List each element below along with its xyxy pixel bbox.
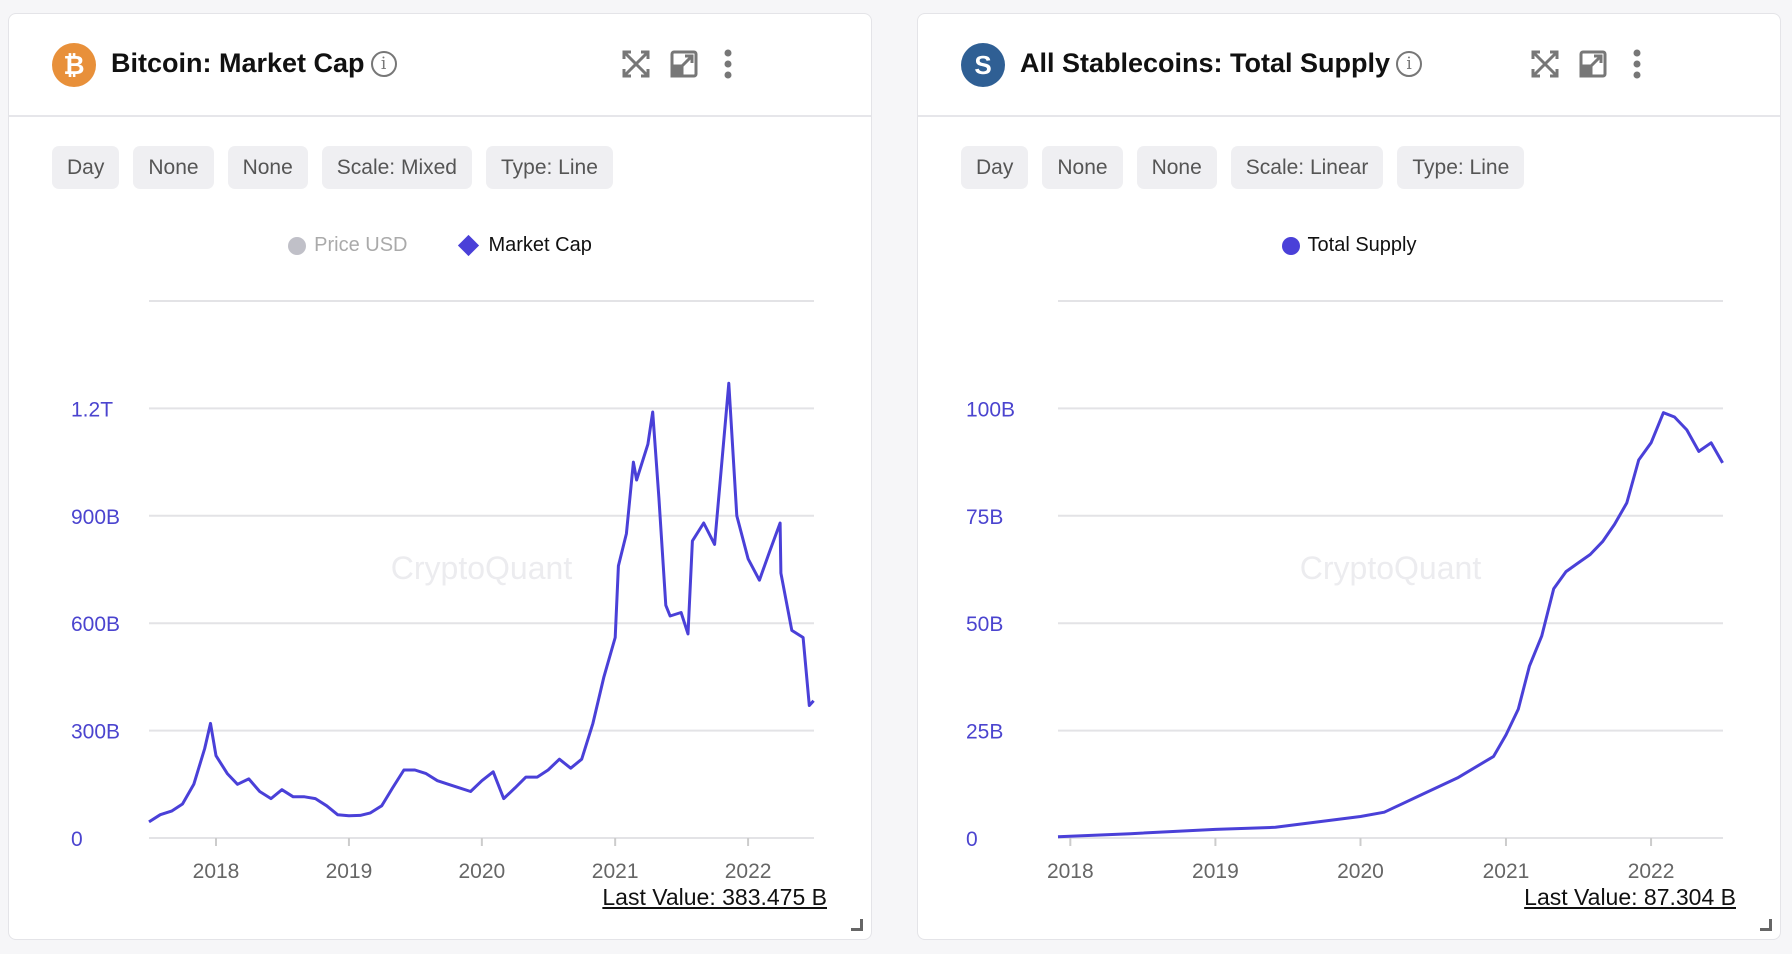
legend-item[interactable]: Total Supply bbox=[1281, 234, 1417, 257]
chart-options-bar: Day None None Scale: Mixed Type: Line bbox=[52, 146, 613, 189]
option-button[interactable]: None bbox=[1042, 146, 1123, 189]
x-tick-label: 2022 bbox=[725, 860, 772, 883]
option-button[interactable]: None bbox=[227, 146, 308, 189]
y-tick-label: 300B bbox=[71, 721, 120, 744]
x-tick-label: 2018 bbox=[193, 860, 240, 883]
panel-title-text: Bitcoin: Market Cap bbox=[111, 48, 365, 78]
info-icon[interactable]: i bbox=[1396, 51, 1423, 77]
option-button[interactable]: Day bbox=[961, 146, 1029, 189]
circle-marker-icon bbox=[1281, 236, 1300, 255]
y-tick-label: 0 bbox=[966, 828, 978, 851]
last-value-link[interactable]: Last Value: 87.304 B bbox=[1524, 884, 1736, 910]
fullscreen-icon[interactable] bbox=[619, 47, 653, 81]
x-tick-label: 2020 bbox=[459, 860, 506, 883]
chart-legend: Price USD Market Cap bbox=[9, 234, 871, 257]
more-options-icon[interactable] bbox=[711, 47, 745, 81]
y-tick-label: 50B bbox=[966, 613, 1003, 636]
chart: 0 25B 50B 75B 100B 2018 2019 2020 2021 2022 Crypto… bbox=[966, 300, 1724, 883]
coin-glyph: ₿ bbox=[63, 49, 85, 80]
y-tick-label: 0 bbox=[71, 828, 83, 851]
y-tick-label: 100B bbox=[966, 398, 1015, 421]
open-in-new-icon[interactable] bbox=[667, 47, 701, 81]
option-button[interactable]: None bbox=[1136, 146, 1217, 189]
x-tick-label: 2022 bbox=[1628, 860, 1675, 883]
y-tick-label: 600B bbox=[71, 613, 120, 636]
open-in-new-icon[interactable] bbox=[1576, 47, 1610, 81]
series-line bbox=[148, 381, 815, 824]
option-button[interactable]: None bbox=[133, 146, 214, 189]
y-tick-label: 1.2T bbox=[71, 398, 113, 421]
option-button[interactable]: Day bbox=[52, 146, 120, 189]
legend-item[interactable]: Price USD bbox=[288, 234, 407, 257]
x-tick-label: 2021 bbox=[592, 860, 639, 883]
x-tick-label: 2020 bbox=[1337, 860, 1384, 883]
watermark: CryptoQuant bbox=[391, 550, 573, 586]
chart: 0 300B 600B 900B 1.2T 2018 2019 2020 2021 2022 Cry… bbox=[71, 300, 815, 883]
option-button[interactable]: Scale: Linear bbox=[1230, 146, 1384, 189]
legend-label: Price USD bbox=[314, 234, 408, 256]
legend-item[interactable]: Market Cap bbox=[458, 234, 592, 257]
bitcoin-icon: ₿ bbox=[52, 43, 96, 87]
x-tick-label: 2018 bbox=[1047, 860, 1094, 883]
stablecoin-icon: S bbox=[961, 43, 1005, 87]
info-icon[interactable]: i bbox=[370, 51, 397, 77]
panel-title: Bitcoin: Market Cap i bbox=[111, 48, 397, 79]
y-tick-label: 75B bbox=[966, 506, 1003, 529]
chart-options-bar: Day None None Scale: Linear Type: Line bbox=[961, 146, 1525, 189]
option-button[interactable]: Scale: Mixed bbox=[321, 146, 472, 189]
coin-glyph: S bbox=[974, 49, 992, 80]
more-options-icon[interactable] bbox=[1620, 47, 1654, 81]
panel-header: S All Stablecoins: Total Supply i bbox=[918, 14, 1780, 117]
watermark: CryptoQuant bbox=[1300, 550, 1482, 586]
x-tick-label: 2019 bbox=[1192, 860, 1239, 883]
resize-handle[interactable] bbox=[1760, 919, 1772, 931]
x-tick-label: 2019 bbox=[326, 860, 373, 883]
panel-title: All Stablecoins: Total Supply i bbox=[1020, 48, 1423, 79]
option-button[interactable]: Type: Line bbox=[485, 146, 613, 189]
resize-handle[interactable] bbox=[851, 919, 863, 931]
legend-label: Market Cap bbox=[488, 234, 592, 256]
option-button[interactable]: Type: Line bbox=[1397, 146, 1525, 189]
legend-label: Total Supply bbox=[1307, 234, 1417, 256]
circle-marker-icon bbox=[288, 236, 307, 255]
bitcoin-market-cap-panel: ₿ Bitcoin: Market Cap i Day None None Scale:… bbox=[8, 13, 872, 940]
stablecoin-supply-panel: S All Stablecoins: Total Supply i Day None… bbox=[917, 13, 1781, 940]
series-line bbox=[1057, 411, 1724, 839]
y-tick-label: 25B bbox=[966, 721, 1003, 744]
panel-title-text: All Stablecoins: Total Supply bbox=[1020, 48, 1391, 78]
panel-header: ₿ Bitcoin: Market Cap i bbox=[9, 14, 871, 117]
fullscreen-icon[interactable] bbox=[1528, 47, 1562, 81]
last-value-link[interactable]: Last Value: 383.475 B bbox=[602, 884, 827, 910]
x-tick-label: 2021 bbox=[1483, 860, 1530, 883]
y-tick-label: 900B bbox=[71, 506, 120, 529]
chart-legend: Total Supply bbox=[918, 234, 1780, 257]
